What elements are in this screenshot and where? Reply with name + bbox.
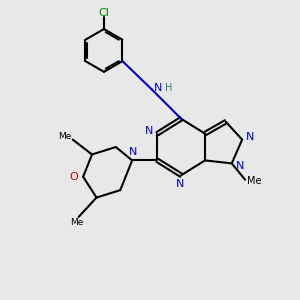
Text: Me: Me	[58, 132, 71, 141]
Text: N: N	[145, 126, 153, 136]
Text: O: O	[70, 172, 79, 182]
Text: N: N	[129, 147, 137, 157]
Text: Cl: Cl	[98, 8, 110, 18]
Text: Me: Me	[70, 218, 84, 227]
Text: H: H	[165, 83, 172, 94]
Text: N: N	[236, 161, 244, 171]
Text: Me: Me	[247, 176, 261, 186]
Text: N: N	[246, 132, 255, 142]
Text: N: N	[176, 178, 184, 189]
Text: N: N	[154, 83, 162, 94]
